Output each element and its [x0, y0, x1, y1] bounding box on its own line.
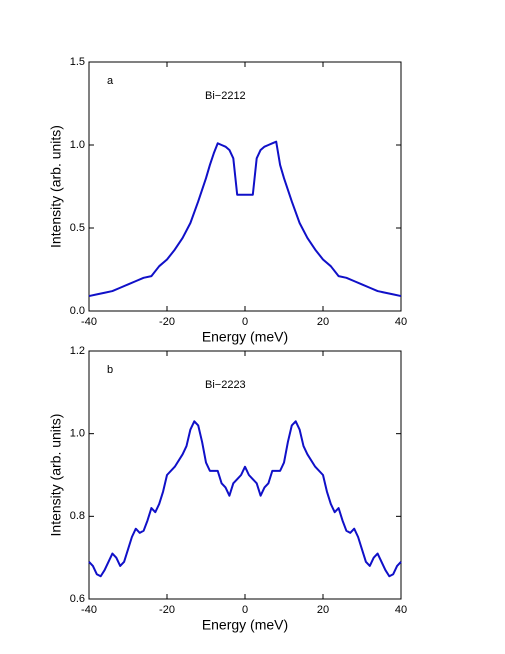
x-tick-label: 0	[242, 604, 248, 616]
annotation: Bi−2223	[205, 379, 246, 391]
y-tick-label: 0.5	[70, 222, 85, 234]
y-tick-label: 1.5	[70, 56, 85, 68]
x-tick-label: -20	[159, 316, 175, 328]
x-tick-label: 20	[317, 604, 329, 616]
y-tick-label: 1.0	[70, 139, 85, 151]
panel-label: b	[107, 364, 113, 376]
x-tick-label: -40	[81, 604, 97, 616]
y-tick-label: 0.8	[70, 510, 85, 522]
y-tick-label: 1.0	[70, 428, 85, 440]
x-tick-label: 0	[242, 316, 248, 328]
data-line	[88, 140, 402, 298]
y-tick-label: 1.2	[70, 345, 85, 357]
x-tick-label: 40	[395, 604, 407, 616]
x-tick-label: -20	[159, 604, 175, 616]
data-line	[88, 420, 402, 578]
panel-label: a	[107, 75, 114, 87]
x-axis-label: Energy (meV)	[202, 617, 288, 633]
x-tick-label: 20	[317, 316, 329, 328]
y-tick-label: 0.6	[70, 593, 85, 605]
annotation: Bi−2212	[205, 90, 246, 102]
y-tick-label: 0.0	[70, 305, 85, 317]
x-axis-label: Energy (meV)	[202, 329, 288, 345]
y-axis-label: Intensity (arb. units)	[48, 414, 64, 537]
x-tick-label: 40	[395, 316, 407, 328]
x-tick-label: -40	[81, 316, 97, 328]
y-axis-label: Intensity (arb. units)	[48, 125, 64, 248]
